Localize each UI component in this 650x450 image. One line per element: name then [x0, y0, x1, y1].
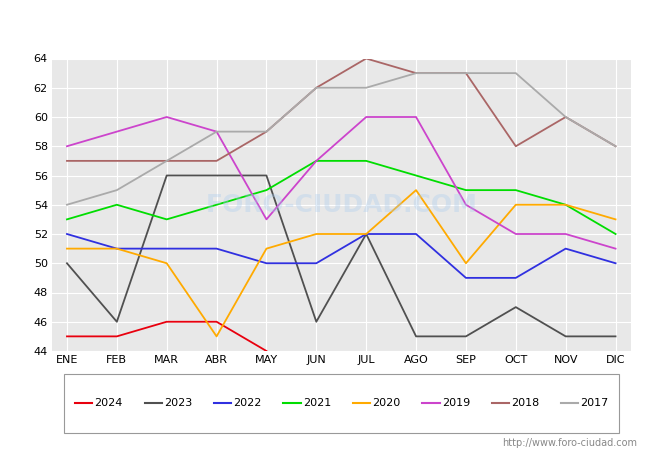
Text: 2017: 2017 — [580, 398, 609, 408]
Text: 2022: 2022 — [233, 398, 262, 408]
Text: 2019: 2019 — [442, 398, 470, 408]
Text: 2018: 2018 — [511, 398, 540, 408]
Text: FORO-CIUDAD.COM: FORO-CIUDAD.COM — [205, 193, 477, 217]
Text: http://www.foro-ciudad.com: http://www.foro-ciudad.com — [502, 438, 637, 448]
Text: 2020: 2020 — [372, 398, 400, 408]
FancyBboxPatch shape — [64, 374, 619, 433]
Text: 2023: 2023 — [164, 398, 192, 408]
Text: Afiliados en Andavías a 31/5/2024: Afiliados en Andavías a 31/5/2024 — [171, 18, 479, 36]
Text: 2021: 2021 — [303, 398, 331, 408]
Text: 2024: 2024 — [95, 398, 123, 408]
